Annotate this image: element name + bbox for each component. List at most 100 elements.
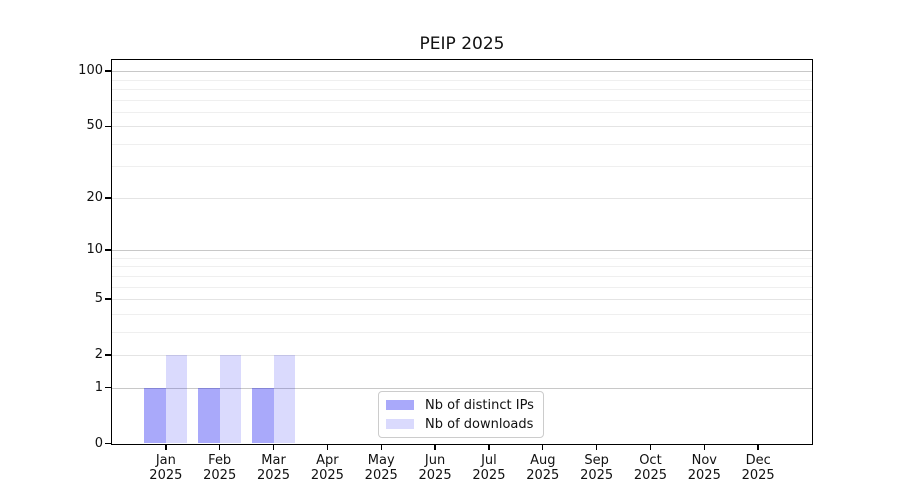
y-gridline-major — [112, 197, 812, 199]
legend-label-downloads: Nb of downloads — [425, 416, 534, 432]
chart-title: PEIP 2025 — [419, 34, 505, 54]
x-tick-label-year: 2025 — [310, 467, 344, 483]
x-tick — [542, 445, 544, 450]
y-gridline-minor — [112, 111, 812, 113]
y-gridline-minor — [112, 313, 812, 315]
y-tick-label: 0 — [94, 435, 103, 451]
x-tick-label: Mar 2025 — [244, 453, 304, 483]
y-gridline-minor — [112, 286, 812, 288]
x-tick-label-month: Dec — [745, 453, 771, 468]
legend-swatch-downloads — [386, 419, 414, 429]
y-tick-label: 10 — [86, 242, 103, 258]
legend-item-downloads: Nb of downloads — [386, 417, 543, 432]
x-tick-label-year: 2025 — [203, 467, 237, 483]
y-tick — [105, 386, 111, 389]
bar-downloads-jan — [165, 354, 188, 444]
x-tick-label-year: 2025 — [687, 467, 721, 483]
x-tick — [649, 445, 652, 450]
y-gridline-minor — [112, 257, 812, 259]
x-tick-label-year: 2025 — [472, 467, 506, 483]
y-tick — [105, 70, 111, 72]
bar-downloads-feb — [219, 354, 242, 444]
x-tick-label-month: Aug — [530, 453, 556, 468]
x-tick-label: Feb 2025 — [190, 453, 250, 483]
x-tick-label: Oct 2025 — [620, 453, 680, 483]
x-tick-label-month: Oct — [639, 453, 662, 468]
x-tick-label: Dec 2025 — [728, 453, 788, 483]
x-tick — [703, 445, 705, 450]
x-tick — [380, 445, 382, 450]
x-tick-label: Jan 2025 — [136, 453, 196, 483]
y-tick-label: 5 — [94, 290, 103, 306]
x-tick — [757, 445, 759, 450]
x-tick — [488, 445, 490, 450]
y-tick-label: 50 — [86, 118, 103, 134]
bar-downloads-mar — [273, 354, 296, 444]
x-tick-label-month: Jan — [155, 453, 176, 468]
x-tick-label-month: Jul — [481, 453, 497, 468]
x-tick — [218, 445, 221, 450]
y-tick-label: 100 — [78, 63, 103, 79]
y-tick — [105, 125, 111, 127]
x-tick — [434, 445, 436, 450]
y-gridline-minor — [112, 331, 812, 333]
y-gridline-major — [112, 250, 812, 252]
x-tick-label-month: May — [367, 453, 395, 468]
y-tick-label: 1 — [94, 379, 103, 395]
x-tick-label-year: 2025 — [580, 467, 614, 483]
y-gridline-minor — [112, 88, 812, 90]
x-tick-label-year: 2025 — [149, 467, 183, 483]
x-tick — [272, 445, 275, 450]
y-tick — [105, 442, 111, 445]
y-tick — [105, 197, 111, 199]
x-tick — [165, 445, 167, 450]
y-gridline-major — [112, 387, 812, 389]
x-tick-label-month: Nov — [691, 453, 717, 468]
y-gridline-minor — [112, 143, 812, 145]
x-tick-label-year: 2025 — [364, 467, 398, 483]
x-tick-label-month: Feb — [208, 453, 232, 468]
y-gridline-minor — [112, 266, 812, 268]
legend-label-distinct-ips: Nb of distinct IPs — [425, 397, 534, 413]
x-tick-label: Jun 2025 — [405, 453, 465, 483]
y-gridline-minor — [112, 166, 812, 168]
legend-item-distinct-ips: Nb of distinct IPs — [386, 398, 543, 413]
y-tick — [105, 298, 111, 300]
x-tick-label-month: Jun — [424, 453, 446, 468]
legend-swatch-distinct-ips — [386, 400, 414, 410]
y-gridline-minor — [112, 99, 812, 101]
x-tick-label-year: 2025 — [633, 467, 667, 483]
x-tick — [595, 445, 598, 450]
x-tick-label-month: Apr — [316, 453, 339, 468]
bar-distinct-ips-mar — [252, 387, 274, 444]
y-gridline-major — [112, 126, 812, 128]
x-tick-label-month: Mar — [261, 453, 286, 468]
x-tick-label: Aug 2025 — [513, 453, 573, 483]
legend: Nb of distinct IPs Nb of downloads — [378, 391, 544, 438]
x-tick — [326, 445, 329, 450]
y-tick — [105, 249, 111, 251]
y-gridline-minor — [112, 275, 812, 277]
x-tick-label: May 2025 — [351, 453, 411, 483]
y-gridline-major — [112, 71, 812, 73]
y-gridline-major — [112, 354, 812, 356]
axes-frame — [111, 59, 813, 445]
y-tick — [105, 354, 111, 356]
x-tick-label-year: 2025 — [741, 467, 775, 483]
x-tick-label-year: 2025 — [526, 467, 560, 483]
bar-distinct-ips-jan — [144, 387, 166, 444]
y-tick-label: 20 — [86, 189, 103, 205]
x-tick-label: Nov 2025 — [674, 453, 734, 483]
x-tick-label: Apr 2025 — [297, 453, 357, 483]
y-tick-label: 2 — [94, 346, 103, 362]
x-tick-label: Jul 2025 — [459, 453, 519, 483]
x-tick-label: Sep 2025 — [567, 453, 627, 483]
bar-distinct-ips-feb — [198, 387, 220, 444]
y-gridline-major — [112, 298, 812, 300]
x-tick-label-month: Sep — [584, 453, 609, 468]
y-gridline-minor — [112, 79, 812, 81]
x-tick-label-year: 2025 — [256, 467, 291, 483]
x-tick-label-year: 2025 — [418, 467, 452, 483]
